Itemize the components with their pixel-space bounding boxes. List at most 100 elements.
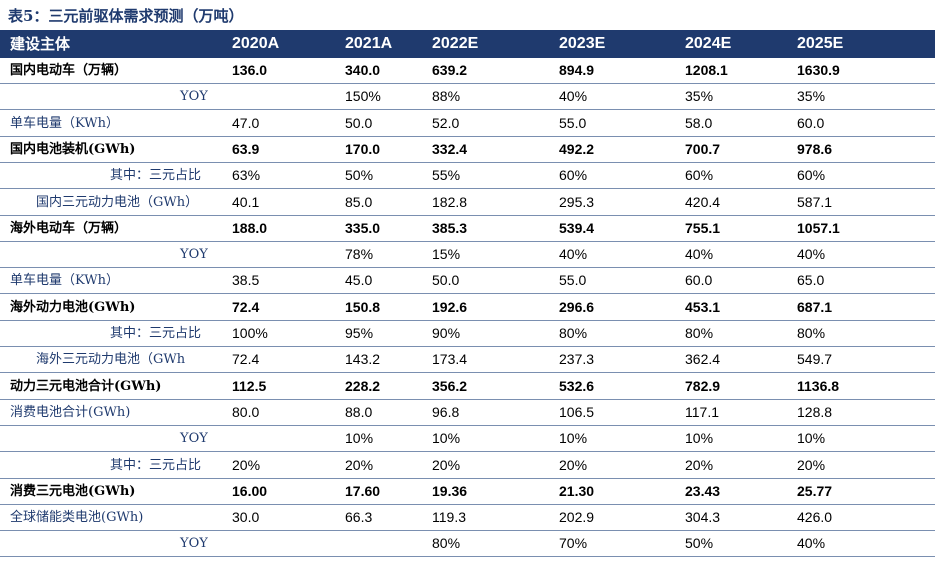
row-value: 136.0	[232, 62, 268, 78]
row-value: 549.7	[797, 351, 833, 368]
row-value: 70%	[559, 535, 588, 552]
table-row: 其中：三元占比 63% 50% 55% 60% 60% 60%	[0, 163, 935, 190]
header-year: 2021A	[345, 35, 393, 52]
row-value: 1208.1	[685, 62, 728, 78]
row-value: 304.3	[685, 509, 721, 526]
row-value: 80%	[797, 325, 826, 341]
table-title: 表5：三元前驱体需求预测（万吨）	[8, 7, 244, 25]
row-value: 170.0	[345, 140, 381, 157]
row-value: 65.0	[797, 272, 825, 289]
row-label: 其中：三元占比	[110, 168, 202, 184]
row-value: 20%	[345, 456, 374, 473]
row-label: 国内三元动力电池（GWh）	[36, 194, 199, 210]
row-value: 10%	[797, 430, 826, 447]
row-label: 海外三元动力电池（GWh	[36, 352, 186, 368]
row-value: 100%	[232, 325, 268, 341]
row-label: YOY	[180, 536, 208, 552]
row-value: 80%	[559, 325, 588, 341]
row-value: 128.8	[797, 403, 833, 420]
row-value: 356.2	[432, 377, 468, 394]
row-label: YOY	[180, 247, 208, 263]
row-value: 20%	[797, 456, 826, 473]
row-value: 20%	[685, 456, 714, 473]
table-row: YOY 10% 10% 10% 10% 10%	[0, 426, 935, 453]
row-value: 55.0	[559, 114, 587, 131]
row-value: 1630.9	[797, 62, 840, 78]
row-value: 60%	[685, 167, 714, 184]
row-value: 35%	[797, 88, 826, 105]
row-value: 237.3	[559, 351, 595, 368]
table-row: 海外动力电池(GWh) 72.4 150.8 192.6 296.6 453.1 687.1	[0, 295, 935, 321]
row-value: 60%	[559, 167, 588, 184]
row-value: 10%	[345, 430, 374, 447]
row-value: 332.4	[432, 140, 468, 157]
row-value: 85.0	[345, 193, 373, 210]
row-value: 50.0	[432, 272, 460, 289]
row-value: 700.7	[685, 140, 721, 157]
table-row: YOY 78% 15% 40% 40% 40%	[0, 242, 935, 269]
row-value: 782.9	[685, 377, 721, 394]
row-value: 192.6	[432, 298, 468, 315]
row-value: 188.0	[232, 219, 268, 236]
row-value: 21.30	[559, 482, 595, 499]
row-value: 106.5	[559, 403, 595, 420]
table-row: 国内三元动力电池（GWh） 40.1 85.0 182.8 295.3 420.4 587.…	[0, 190, 935, 216]
row-value: 17.60	[345, 482, 381, 499]
row-label: 国内电池装机(GWh)	[10, 141, 136, 157]
row-value: 539.4	[559, 219, 595, 236]
row-label: 全球储能类电池(GWh)	[10, 510, 144, 526]
row-value: 532.6	[559, 377, 595, 394]
row-value: 173.4	[432, 351, 468, 368]
row-value: 978.6	[797, 140, 833, 157]
row-value: 20%	[432, 456, 461, 473]
row-value: 117.1	[685, 403, 719, 420]
row-value: 30.0	[232, 509, 260, 526]
row-value: 362.4	[685, 351, 721, 368]
row-value: 20%	[232, 456, 261, 473]
table-row: 全球储能类电池(GWh) 30.0 66.3 119.3 202.9 304.3 426.0	[0, 505, 935, 532]
table-row: YOY 150% 88% 40% 35% 35%	[0, 84, 935, 111]
row-value: 202.9	[559, 509, 595, 526]
row-value: 143.2	[345, 351, 381, 368]
row-value: 63.9	[232, 140, 260, 157]
row-value: 228.2	[345, 377, 381, 394]
header-year: 2023E	[559, 35, 606, 52]
row-value: 40%	[685, 246, 714, 263]
row-value: 182.8	[432, 193, 468, 210]
row-value: 20%	[559, 456, 588, 473]
table-row: 其中：三元占比 100% 95% 90% 80% 80% 80%	[0, 321, 935, 347]
table-row: 消费电池合计(GWh) 80.0 88.0 96.8 106.5 117.1 128.8	[0, 400, 935, 426]
row-value: 60%	[797, 167, 826, 184]
table-row: 其中：三元占比 20% 20% 20% 20% 20% 20%	[0, 453, 935, 479]
row-label: 其中：三元占比	[110, 326, 202, 341]
row-value: 112.5	[232, 377, 267, 394]
row-value: 40%	[797, 246, 826, 263]
row-label: 海外动力电池(GWh)	[10, 299, 136, 315]
row-value: 96.8	[432, 403, 460, 420]
row-label: 消费电池合计(GWh)	[10, 404, 131, 420]
row-value: 1057.1	[797, 219, 840, 236]
header-year: 2024E	[685, 35, 732, 52]
table-header: 建设主体 2020A 2021A 2022E 2023E 2024E 2025E	[0, 30, 935, 58]
row-label: 消费三元电池(GWh)	[10, 483, 136, 499]
row-value: 88.0	[345, 403, 373, 420]
row-value: 40%	[559, 246, 588, 263]
row-value: 55.0	[559, 272, 587, 289]
row-value: 38.5	[232, 272, 260, 289]
row-value: 50%	[685, 535, 714, 552]
table-row: 国内电池装机(GWh) 63.9 170.0 332.4 492.2 700.7 978.6	[0, 137, 935, 163]
row-value: 80%	[685, 325, 714, 341]
row-value: 52.0	[432, 114, 460, 131]
row-value: 15%	[432, 246, 461, 263]
table-row: 国内电动车（万辆） 136.0 340.0 639.2 894.9 1208.1 1630.…	[0, 58, 935, 84]
row-value: 420.4	[685, 193, 721, 210]
row-label: 动力三元电池合计(GWh)	[10, 378, 162, 394]
row-label: YOY	[180, 431, 208, 447]
row-value: 72.4	[232, 351, 260, 368]
header-label: 建设主体	[10, 35, 71, 53]
row-value: 25.77	[797, 482, 833, 499]
row-value: 296.6	[559, 298, 595, 315]
row-value: 335.0	[345, 219, 381, 236]
row-label: 其中：三元占比	[110, 457, 202, 473]
row-value: 88%	[432, 88, 461, 105]
